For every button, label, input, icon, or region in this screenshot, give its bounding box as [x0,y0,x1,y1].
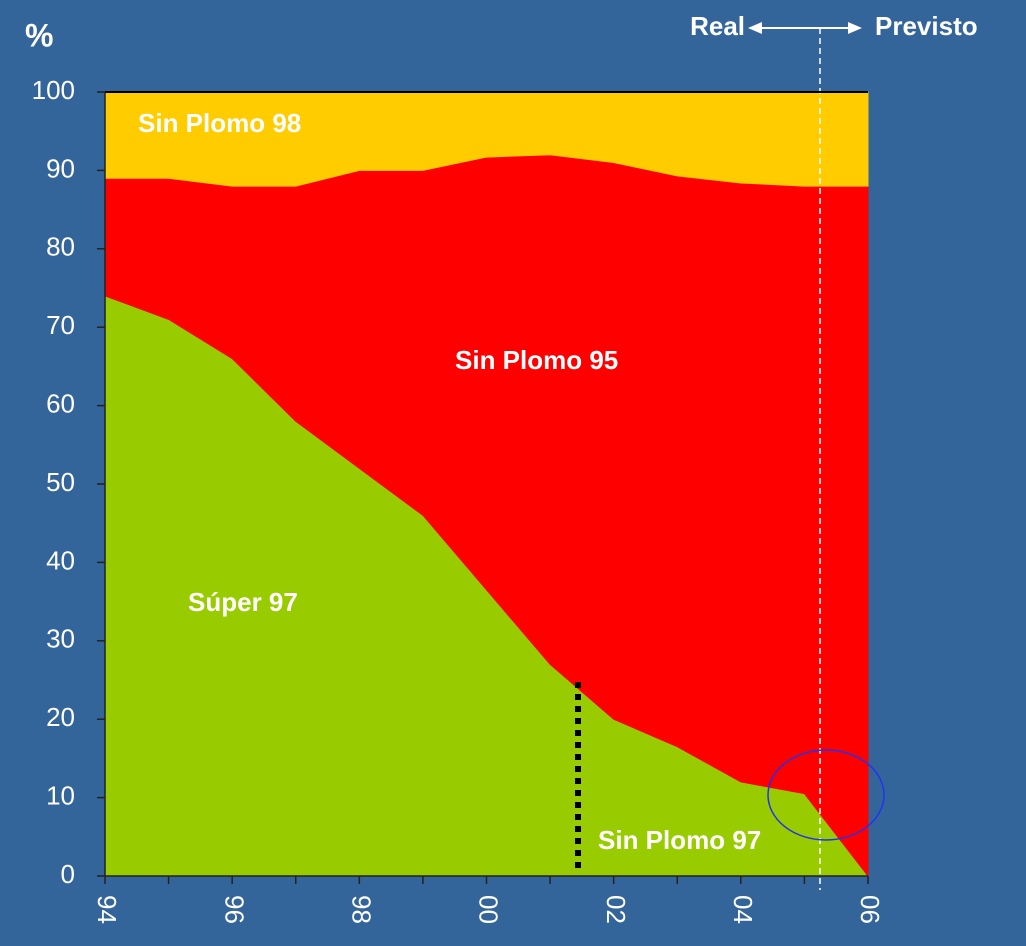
arrow [748,22,862,34]
x-tick-label: 06 [855,895,885,924]
y-tick-label: 0 [61,859,75,889]
y-tick-label: 10 [46,780,75,810]
x-tick-label: 02 [601,895,631,924]
y-tick-label: 30 [46,624,75,654]
x-tick-label: 98 [346,895,376,924]
x-tick-label: 94 [92,895,122,924]
annotation: Previsto [875,11,978,41]
y-tick-label: 50 [46,467,75,497]
annotation: Sin Plomo 97 [598,825,761,855]
series-label: Sin Plomo 98 [138,108,301,138]
series-label: Súper 97 [188,587,298,617]
y-tick-label: 80 [46,232,75,262]
y-tick-label: 20 [46,702,75,732]
series-label: Sin Plomo 95 [455,345,618,375]
highlight-circle [767,749,885,841]
annotation: Real [690,11,745,41]
y-tick-label: 90 [46,153,75,183]
y-tick-label: 60 [46,388,75,418]
y-tick-label: 40 [46,545,75,575]
x-tick-label: 96 [219,895,249,924]
y-tick-label: 100 [32,75,75,105]
x-tick-label: 04 [728,895,758,924]
x-tick-label: 00 [474,895,504,924]
y-tick-label: 70 [46,310,75,340]
areas [104,91,870,878]
y-axis-label: % [25,17,53,53]
